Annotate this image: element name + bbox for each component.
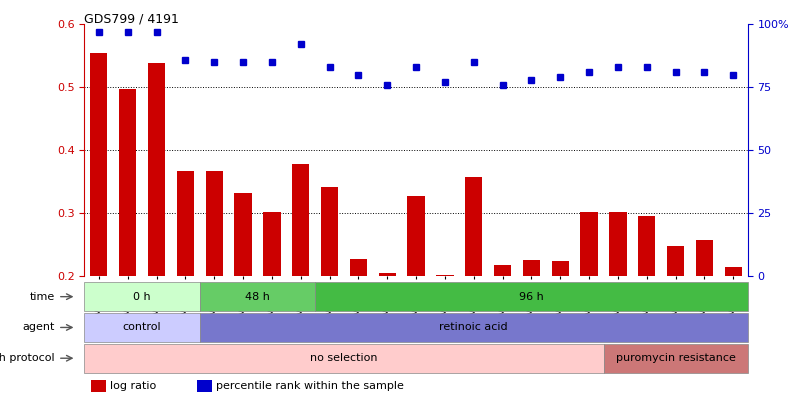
Bar <box>177 171 194 276</box>
Bar <box>320 187 338 276</box>
Bar <box>551 261 569 276</box>
Bar <box>84 313 199 342</box>
Text: 48 h: 48 h <box>245 292 270 302</box>
Bar <box>724 267 741 276</box>
Bar <box>638 216 654 276</box>
Text: GDS799 / 4191: GDS799 / 4191 <box>84 12 179 25</box>
Bar <box>197 380 211 392</box>
Text: growth protocol: growth protocol <box>0 353 55 363</box>
Bar <box>91 380 105 392</box>
Text: percentile rank within the sample: percentile rank within the sample <box>215 381 403 391</box>
Text: no selection: no selection <box>310 353 377 363</box>
Bar <box>119 89 137 276</box>
Bar <box>291 164 309 276</box>
Bar <box>436 275 453 276</box>
Bar <box>206 171 222 276</box>
Bar <box>666 246 683 276</box>
Bar <box>580 212 597 276</box>
Bar <box>148 63 165 276</box>
Text: retinoic acid: retinoic acid <box>439 322 507 333</box>
Bar <box>378 273 395 276</box>
Bar <box>199 313 747 342</box>
Bar <box>84 282 199 311</box>
Bar <box>84 344 603 373</box>
Text: time: time <box>30 292 55 302</box>
Bar <box>199 282 315 311</box>
Text: agent: agent <box>22 322 55 333</box>
Bar <box>349 258 367 276</box>
Bar <box>234 193 251 276</box>
Bar <box>90 53 108 276</box>
Bar <box>263 212 280 276</box>
Bar <box>464 177 482 276</box>
Bar <box>522 260 540 276</box>
Bar <box>315 282 747 311</box>
Text: puromycin resistance: puromycin resistance <box>615 353 735 363</box>
Text: 96 h: 96 h <box>519 292 543 302</box>
Bar <box>493 265 511 276</box>
Bar <box>407 196 424 276</box>
Bar <box>695 240 712 276</box>
Text: control: control <box>123 322 161 333</box>
Text: log ratio: log ratio <box>109 381 156 391</box>
Bar <box>609 212 626 276</box>
Text: 0 h: 0 h <box>133 292 151 302</box>
Bar <box>603 344 747 373</box>
